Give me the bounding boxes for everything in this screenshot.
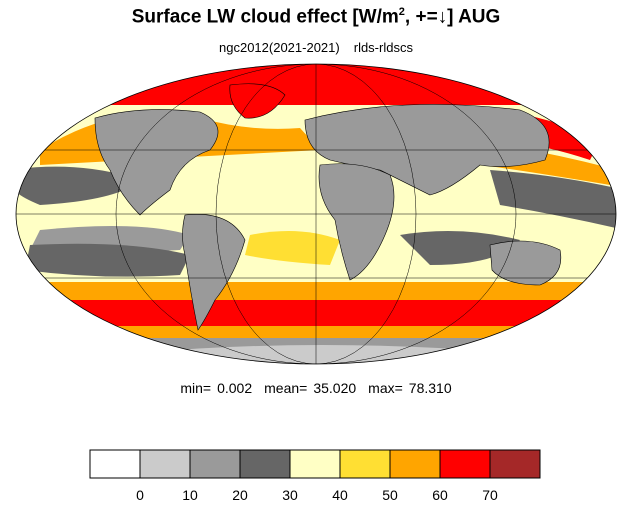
graticule: [16, 64, 616, 364]
colorbar-tick-label: 10: [182, 487, 198, 503]
min-value: 0.002: [217, 380, 253, 396]
nw-pacific-dark: [490, 170, 616, 230]
mean-label: mean=: [264, 380, 308, 396]
colorbar-box: [339, 449, 391, 479]
summary-stats: min= 0.002 mean= 35.020 max= 78.310: [0, 380, 632, 396]
case-label: ngc2012(2021-2021): [219, 40, 340, 55]
colorbar-box: [389, 449, 441, 479]
min-label: min=: [180, 380, 212, 396]
colorbar-box: [439, 449, 491, 479]
south-america: [182, 214, 246, 331]
south-pacific-dark: [25, 243, 190, 277]
australia: [489, 240, 562, 286]
north-pacific-dark: [16, 166, 140, 205]
map-subtitle: ngc2012(2021-2021) rlds-rldscs: [0, 40, 632, 55]
africa: [318, 163, 395, 281]
map-title: Surface LW cloud effect [W/m2, +=↓] AUG: [131, 6, 501, 28]
greenland: [229, 83, 286, 119]
north-america: [94, 109, 219, 216]
colorbar-tick-label: 60: [432, 487, 448, 503]
colorbar-tick-label: 40: [332, 487, 348, 503]
indian-ocean-dark: [400, 231, 520, 265]
colorbar-box: [189, 449, 241, 479]
mean-value: 35.020: [313, 380, 357, 396]
colorbar-box: [489, 449, 541, 479]
europe-asia: [304, 104, 550, 196]
colorbar-tick-label: 20: [232, 487, 248, 503]
variable-label: rlds-rldscs: [353, 40, 413, 55]
colorbar-tick-label: 0: [136, 487, 144, 503]
colorbar-tick-label: 30: [282, 487, 298, 503]
colorbar-box: [289, 449, 341, 479]
colorbar-box: [239, 449, 291, 479]
colorbar-tick-label: 50: [382, 487, 398, 503]
global-map: [15, 63, 617, 365]
colorbar-tick-label: 70: [482, 487, 498, 503]
colorbar-box: [139, 449, 191, 479]
colorbar-box: [89, 449, 141, 479]
max-label: max=: [368, 380, 403, 396]
max-value: 78.310: [408, 380, 452, 396]
globe-outline: [15, 63, 617, 365]
